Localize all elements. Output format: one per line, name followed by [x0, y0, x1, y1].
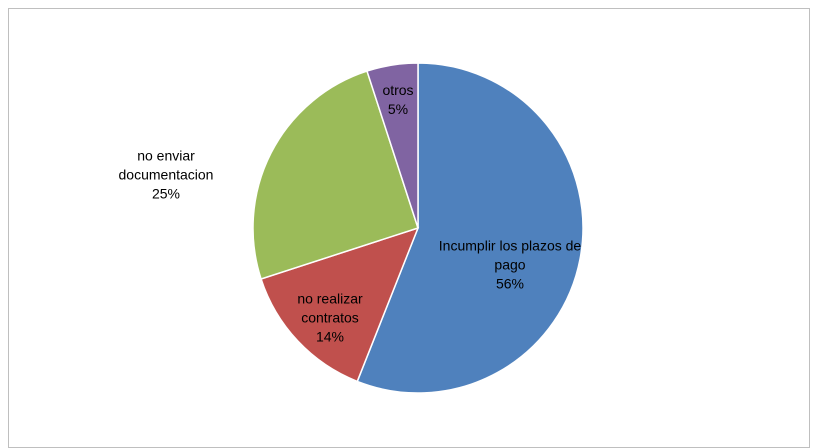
data-label: otros 5% — [376, 81, 421, 119]
pie-chart — [252, 62, 584, 394]
chart-area: Incumplir los plazos de pago 56% no realiz… — [8, 8, 810, 448]
data-label: no realizar contratos 14% — [283, 290, 378, 347]
pie-slice — [356, 62, 584, 394]
pie-slice — [366, 62, 419, 229]
label-value: 5% — [387, 101, 409, 117]
label-category: otros — [382, 82, 414, 98]
data-label: Incumplir los plazos de pago 56% — [428, 237, 593, 294]
label-category: no enviar documentacion — [118, 147, 214, 183]
label-value: 25% — [151, 185, 181, 202]
label-category: Incumplir los plazos de pago — [438, 237, 582, 273]
data-label: no enviar documentacion 25% — [106, 147, 226, 204]
label-category: no realizar contratos — [297, 290, 363, 326]
label-value: 14% — [315, 328, 345, 345]
pie-slice — [252, 70, 419, 280]
label-value: 56% — [495, 275, 525, 292]
